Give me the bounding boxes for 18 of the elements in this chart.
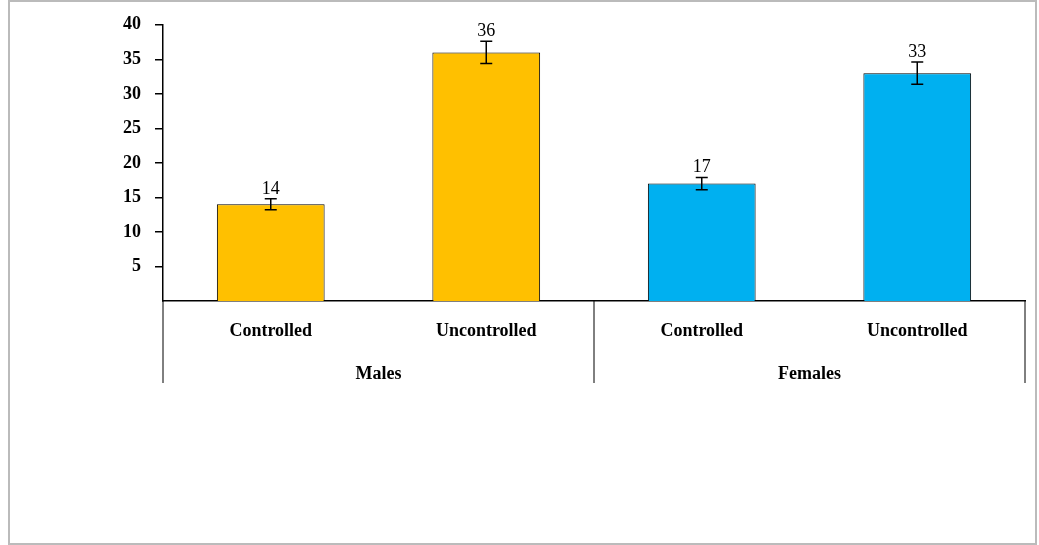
- y-tick-label: 30: [123, 82, 141, 103]
- text: Females: [778, 362, 841, 383]
- x-tick-label: Uncontrolled: [435, 320, 537, 341]
- data-label: 17: [692, 156, 711, 177]
- x-tick-label: Controlled: [660, 320, 744, 341]
- y-tick-label: 5: [132, 255, 141, 276]
- data-label: 33: [908, 40, 927, 61]
- x-tick-label: Uncontrolled: [866, 320, 968, 341]
- data-label: 14: [261, 177, 280, 198]
- y-tick-label: 25: [123, 117, 141, 138]
- y-tick-label: 10: [123, 220, 141, 241]
- data-label: 36: [477, 20, 496, 41]
- y-tick-label: 35: [123, 47, 141, 68]
- y-tick-label: 15: [123, 186, 141, 207]
- y-tick-label: 20: [123, 151, 141, 172]
- text: Males: [355, 362, 402, 383]
- x-tick-label: Controlled: [229, 320, 313, 341]
- y-tick-label: 40: [123, 13, 141, 34]
